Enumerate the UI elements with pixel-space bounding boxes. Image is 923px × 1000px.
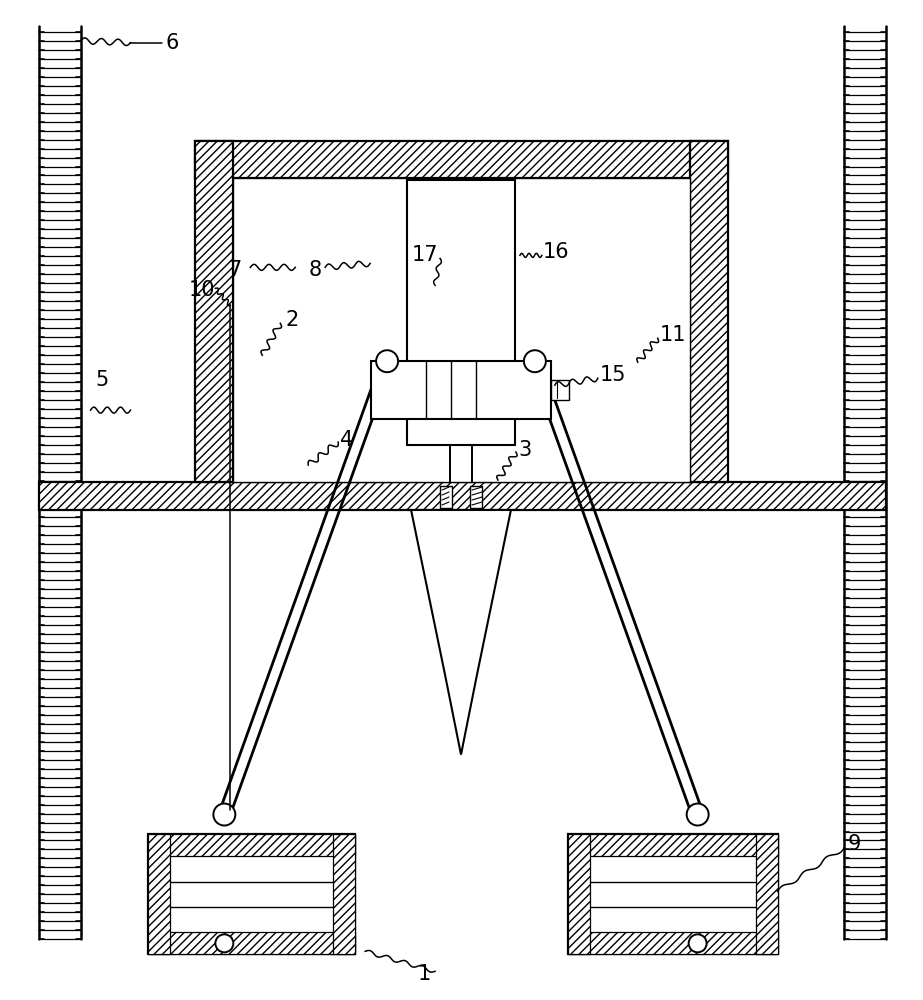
Text: 7: 7 [228, 260, 242, 280]
Bar [568, 834, 590, 954]
Circle shape [377, 350, 398, 372]
Bar [568, 834, 777, 954]
Circle shape [215, 934, 234, 952]
Bar [407, 180, 515, 445]
Text: 1: 1 [418, 964, 431, 984]
Bar [470, 486, 482, 508]
Circle shape [524, 350, 545, 372]
Text: 10: 10 [188, 280, 215, 300]
Text: 6: 6 [165, 33, 179, 53]
Bar [756, 834, 777, 954]
Text: 16: 16 [543, 242, 569, 262]
Bar [196, 141, 234, 482]
Bar [440, 486, 452, 508]
Text: 3: 3 [518, 440, 531, 460]
Polygon shape [411, 510, 511, 755]
Bar [333, 834, 355, 954]
Bar [551, 380, 569, 400]
Circle shape [689, 934, 707, 952]
Bar [149, 834, 355, 856]
Text: 11: 11 [660, 325, 686, 345]
Bar [234, 178, 689, 482]
Bar [568, 932, 777, 954]
Text: 9: 9 [847, 834, 861, 854]
Text: 8: 8 [308, 260, 321, 280]
Text: 15: 15 [600, 365, 627, 385]
Bar [568, 834, 777, 856]
Bar [149, 834, 355, 954]
Bar [149, 932, 355, 954]
Bar [149, 834, 171, 954]
Circle shape [687, 804, 709, 826]
Text: 5: 5 [96, 370, 109, 390]
Text: 17: 17 [412, 245, 438, 265]
Text: 2: 2 [285, 310, 298, 330]
Bar [196, 141, 727, 178]
Bar [371, 361, 551, 419]
Circle shape [213, 804, 235, 826]
Bar [39, 482, 886, 510]
Bar [689, 141, 727, 482]
Text: 4: 4 [341, 430, 354, 450]
